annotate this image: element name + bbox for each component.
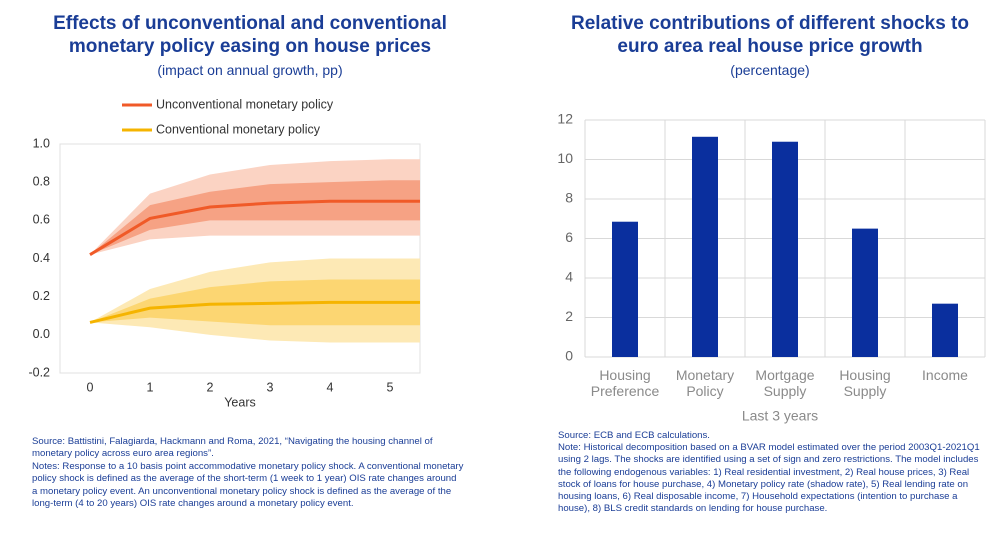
y-tick-label: 0.0: [33, 327, 50, 341]
bar: [692, 136, 718, 357]
source: Source: ECB and ECB calculations.: [558, 430, 710, 441]
notes: Notes: Response to a 10 basis point acco…: [32, 461, 464, 509]
y-tick-label: 1.0: [33, 136, 50, 150]
x-tick-label: 2: [207, 380, 214, 394]
x-tick-label: 4: [327, 380, 334, 394]
bar: [612, 221, 638, 357]
legend-label: Conventional monetary policy: [156, 122, 321, 136]
y-tick-label: 10: [557, 150, 573, 166]
x-tick-label: 0: [87, 380, 94, 394]
x-tick-label: Monetary Policy: [675, 367, 735, 399]
x-tick-label: 3: [267, 380, 274, 394]
y-tick-label: 6: [565, 229, 573, 245]
y-tick-label: 12: [557, 111, 573, 127]
y-tick-label: -0.2: [28, 365, 50, 379]
y-tick-label: 0: [565, 348, 573, 364]
y-tick-label: 4: [565, 269, 573, 285]
bar: [772, 141, 798, 357]
y-tick-label: 0.4: [33, 251, 50, 265]
x-tick-label: 1: [147, 380, 154, 394]
y-tick-label: 0.8: [33, 174, 50, 188]
x-axis-title: Years: [224, 395, 256, 409]
x-tick-label: Income: [922, 367, 968, 383]
confidence-band: [90, 180, 420, 255]
y-tick-label: 0.6: [33, 213, 50, 227]
y-tick-label: 8: [565, 190, 573, 206]
x-tick-label: Mortgage Supply: [755, 367, 815, 399]
line: [89, 300, 420, 324]
chart-title: Relative contributions of different shoc…: [571, 13, 969, 57]
chart-title: Effects of unconventional and convention…: [53, 13, 447, 57]
chart-subtitle: (percentage): [730, 62, 810, 78]
y-tick-label: 0.2: [33, 289, 50, 303]
bar: [932, 303, 958, 357]
bar: [852, 228, 878, 357]
chart-subtitle: (impact on annual growth, pp): [157, 62, 343, 78]
source: Source: Battistini, Falagiarda, Hackmann…: [32, 436, 433, 460]
legend-label: Unconventional monetary policy: [156, 97, 334, 111]
x-tick-label: Housing Preference: [590, 367, 660, 399]
line: [89, 199, 420, 256]
y-tick-label: 2: [565, 308, 573, 324]
x-tick-label: Housing Supply: [839, 367, 891, 399]
notes: Note: Historical decomposition based on …: [558, 442, 980, 515]
x-tick-label: 5: [387, 380, 394, 394]
x-axis-title: Last 3 years: [742, 408, 818, 424]
